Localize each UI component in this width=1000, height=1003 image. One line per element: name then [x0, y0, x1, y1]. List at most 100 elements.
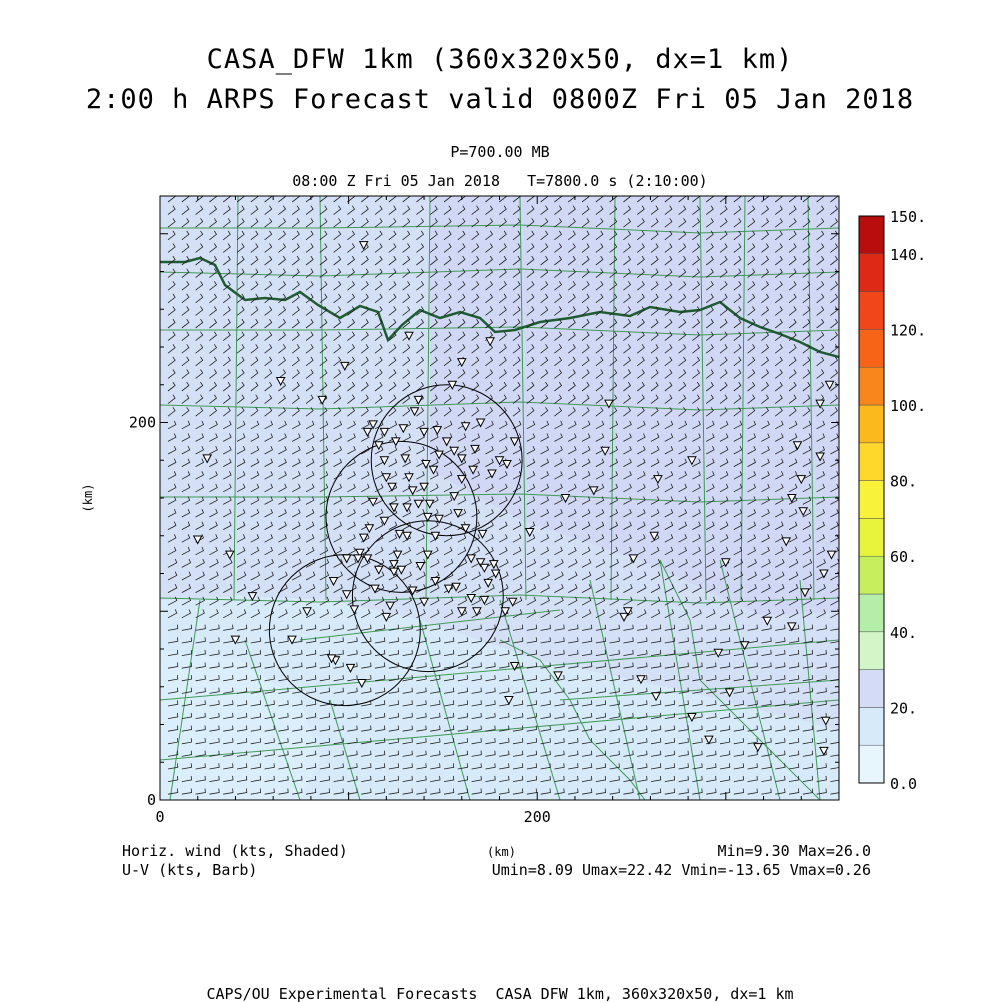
wind-barb: [788, 281, 797, 291]
wind-barb: [264, 558, 274, 568]
wind-barb: [443, 293, 452, 304]
wind-barb: [360, 318, 369, 329]
station-marker: [409, 407, 420, 417]
wind-barb: [209, 534, 218, 543]
wind-barb: [236, 534, 246, 543]
wind-barb: [567, 205, 576, 215]
wind-barb: [195, 420, 205, 430]
wind-barb: [319, 306, 328, 316]
wind-barb: [637, 596, 647, 606]
wind-barb: [761, 750, 772, 757]
wind-barb: [512, 230, 521, 241]
wind-barb: [388, 381, 397, 392]
wind-barb: [319, 268, 328, 278]
wind-barb: [319, 596, 330, 606]
wind-barb: [775, 738, 786, 745]
wind-barb: [540, 281, 549, 291]
wind-barb: [650, 344, 659, 354]
wind-barb: [540, 596, 550, 606]
wind-barb: [526, 584, 537, 593]
wind-barb: [360, 205, 369, 215]
wind-barb: [609, 243, 618, 253]
wind-barb: [236, 243, 245, 253]
wind-barb: [788, 675, 800, 682]
wind-barb: [650, 584, 661, 593]
wind-barb: [223, 662, 234, 669]
wind-barb: [416, 268, 425, 278]
wind-barb: [292, 687, 303, 694]
colorbar-bin: [858, 291, 885, 330]
wind-barb: [333, 521, 343, 530]
wind-barb: [167, 496, 177, 505]
wind-barb: [512, 331, 521, 341]
wind-barb: [264, 356, 273, 367]
wind-barb: [374, 687, 386, 694]
wind-barb: [581, 788, 593, 795]
station-marker: [389, 560, 399, 570]
wind-barb: [733, 750, 745, 757]
wind-barb: [457, 637, 469, 644]
wind-barb: [195, 218, 204, 228]
wind-barb: [830, 792, 839, 795]
wind-barb: [512, 394, 521, 404]
wind-barb: [706, 725, 717, 732]
wind-barb: [278, 687, 289, 694]
wind-barb: [512, 712, 524, 719]
wind-barb: [319, 420, 329, 430]
wind-barb: [706, 483, 715, 493]
wind-barb: [416, 369, 425, 379]
station-marker: [466, 594, 477, 604]
wind-barb: [664, 420, 674, 430]
wind-barb: [471, 534, 481, 543]
wind-barb: [650, 637, 662, 644]
station-marker: [502, 460, 512, 470]
wind-barb: [443, 649, 455, 656]
wind-barb: [429, 356, 438, 367]
wind-barb: [595, 344, 604, 354]
wind-barb: [568, 609, 578, 619]
wind-barb: [719, 775, 731, 782]
wind-barb: [775, 788, 786, 795]
wind-barb: [788, 649, 800, 656]
wind-barb: [250, 609, 261, 619]
wind-barb: [719, 318, 728, 329]
station-marker: [434, 450, 444, 460]
wind-barb: [830, 230, 839, 241]
wind-barb: [305, 344, 314, 354]
wind-barb: [402, 637, 413, 644]
wind-barb: [498, 306, 507, 316]
wind-barb: [181, 546, 191, 556]
wind-barb: [457, 558, 468, 568]
wind-barb: [830, 344, 839, 354]
wind-barb: [305, 725, 317, 732]
wind-barb: [637, 700, 648, 707]
wind-barb: [664, 218, 673, 228]
station-marker: [392, 550, 403, 560]
wind-barb: [250, 344, 259, 354]
wind-barb: [664, 407, 673, 417]
wind-barb: [623, 763, 634, 770]
wind-barb: [637, 738, 648, 745]
wind-barb: [774, 268, 783, 278]
wind-barb: [664, 788, 676, 795]
wind-barb: [568, 420, 577, 430]
wind-barb: [209, 675, 220, 682]
wind-barb: [623, 546, 632, 556]
wind-barb: [623, 624, 634, 631]
wind-barb: [650, 788, 662, 795]
wind-barb: [374, 281, 383, 291]
wind-barb: [526, 609, 537, 619]
wind-barb: [374, 205, 383, 215]
wind-barb: [347, 356, 356, 367]
wind-barb: [761, 534, 770, 543]
wind-barb: [705, 331, 714, 341]
wind-barb: [512, 637, 524, 644]
wind-barb: [664, 546, 674, 556]
wind-barb: [540, 675, 551, 682]
wind-barb: [595, 788, 607, 795]
county-line: [329, 699, 361, 800]
wind-barb: [664, 508, 674, 518]
wind-barb: [278, 750, 289, 757]
wind-barb: [333, 662, 344, 669]
wind-barb: [416, 381, 425, 392]
